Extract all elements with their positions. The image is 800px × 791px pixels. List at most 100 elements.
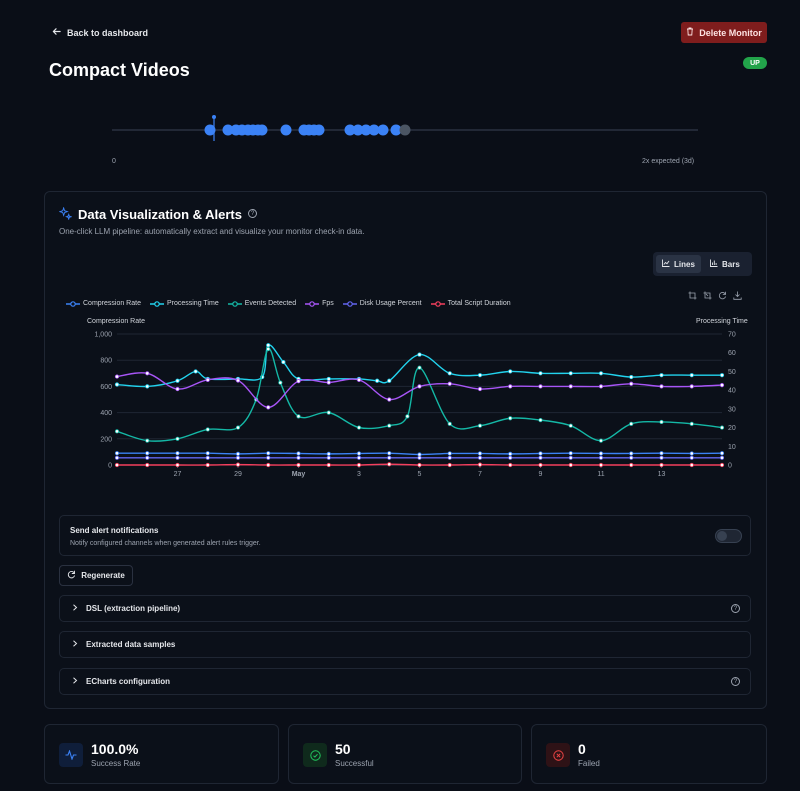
data-point <box>538 462 543 468</box>
data-point <box>568 455 573 460</box>
alert-toggle[interactable] <box>715 529 742 543</box>
data-point <box>629 462 634 468</box>
refresh-icon <box>67 570 76 581</box>
data-point <box>659 451 664 456</box>
data-point <box>175 436 180 441</box>
data-point <box>477 423 483 428</box>
y-left-tick-label: 0 <box>108 463 112 470</box>
data-point <box>629 451 634 456</box>
y-right-tick-label: 30 <box>728 406 736 413</box>
data-point <box>114 382 120 387</box>
dsl-panel-header[interactable]: DSL (extraction pipeline) <box>60 596 750 621</box>
data-point <box>114 455 120 460</box>
data-point <box>205 377 210 382</box>
zoom-reset-icon[interactable] <box>703 287 712 305</box>
timeline-start-label: 0 <box>112 158 116 165</box>
data-point <box>266 343 271 348</box>
legend-item[interactable]: Total Script Duration <box>430 300 511 307</box>
data-point <box>719 451 725 456</box>
y-left-axis-title: Compression Rate <box>87 318 145 325</box>
data-point <box>689 421 694 426</box>
help-icon[interactable]: ? <box>248 209 257 218</box>
chart-legend: Compression Rate Processing Time Events … <box>66 300 511 307</box>
section-subtitle: One-click LLM pipeline: automatically ex… <box>59 227 365 236</box>
data-point <box>629 455 634 460</box>
data-point <box>598 384 604 389</box>
data-point <box>447 462 452 468</box>
data-point <box>205 462 210 468</box>
data-point <box>114 374 120 379</box>
timeline-dot <box>390 124 402 136</box>
restore-icon[interactable] <box>718 287 727 305</box>
data-point <box>447 455 452 460</box>
data-point <box>387 455 392 460</box>
data-point <box>235 451 241 456</box>
data-point <box>477 462 483 467</box>
y-right-tick-label: 50 <box>728 369 736 376</box>
x-tick-label: 3 <box>357 471 361 478</box>
data-point <box>477 373 483 378</box>
echarts-panel[interactable]: ECharts configuration ? <box>59 668 751 695</box>
legend-item[interactable]: Disk Usage Percent <box>342 300 422 307</box>
x-tick-label: 13 <box>658 471 666 478</box>
data-point <box>659 373 664 378</box>
data-point <box>719 462 725 468</box>
x-tick-label: 11 <box>597 471 604 478</box>
data-point <box>175 378 180 383</box>
data-point <box>689 384 694 389</box>
samples-panel-header[interactable]: Extracted data samples <box>60 632 750 657</box>
download-icon[interactable] <box>733 287 742 305</box>
data-point <box>356 377 362 382</box>
stat-value: 0 <box>578 741 586 757</box>
regenerate-button[interactable]: Regenerate <box>59 565 133 586</box>
data-point <box>266 405 271 410</box>
zoom-icon[interactable] <box>688 287 697 305</box>
legend-item[interactable]: Processing Time <box>149 300 219 307</box>
y-right-tick-label: 10 <box>728 444 736 451</box>
data-point <box>568 462 573 468</box>
data-point <box>387 397 392 402</box>
data-point <box>296 451 301 456</box>
x-tick-label: 29 <box>234 471 242 478</box>
data-point <box>538 455 543 460</box>
legend-item[interactable]: Events Detected <box>227 300 296 307</box>
regenerate-label: Regenerate <box>81 571 125 580</box>
data-point <box>719 425 725 430</box>
delete-monitor-button[interactable]: Delete Monitor <box>681 22 767 43</box>
y-right-axis-title: Processing Time <box>696 318 748 325</box>
data-point <box>266 462 271 468</box>
back-to-dashboard-link[interactable]: Back to dashboard <box>52 27 148 38</box>
help-icon[interactable]: ? <box>731 677 740 686</box>
data-point <box>205 455 210 460</box>
data-point <box>538 417 543 423</box>
lines-view-button[interactable]: Lines <box>656 255 701 273</box>
samples-panel[interactable]: Extracted data samples <box>59 631 751 658</box>
data-point <box>326 462 331 468</box>
data-point <box>629 374 634 380</box>
help-icon[interactable]: ? <box>731 604 740 613</box>
data-point <box>417 365 422 370</box>
data-point <box>326 455 331 460</box>
data-point <box>278 380 283 385</box>
bars-view-button[interactable]: Bars <box>704 255 746 273</box>
data-point <box>356 455 362 460</box>
delete-monitor-label: Delete Monitor <box>699 27 762 38</box>
chevron-right-icon <box>72 604 78 613</box>
line-chart: 1,000 800 600 400 200 0 70 60 50 40 30 20 10 0 27 29 May… <box>94 332 736 479</box>
trash-icon <box>686 27 694 38</box>
data-point <box>235 378 241 383</box>
data-point <box>568 384 573 389</box>
data-point <box>477 455 483 460</box>
y-left-tick-label: 200 <box>100 436 112 443</box>
legend-item[interactable]: Fps <box>305 300 334 307</box>
echarts-panel-header[interactable]: ECharts configuration <box>60 669 750 694</box>
data-point <box>175 462 180 468</box>
sparkles-icon <box>58 206 73 225</box>
data-point <box>145 384 150 389</box>
data-point <box>719 382 725 388</box>
data-point <box>387 462 392 467</box>
y-left-tick-label: 800 <box>100 358 112 365</box>
y-right-tick-label: 70 <box>728 332 736 339</box>
dsl-panel[interactable]: DSL (extraction pipeline) ? <box>59 595 751 622</box>
legend-item[interactable]: Compression Rate <box>66 300 141 307</box>
